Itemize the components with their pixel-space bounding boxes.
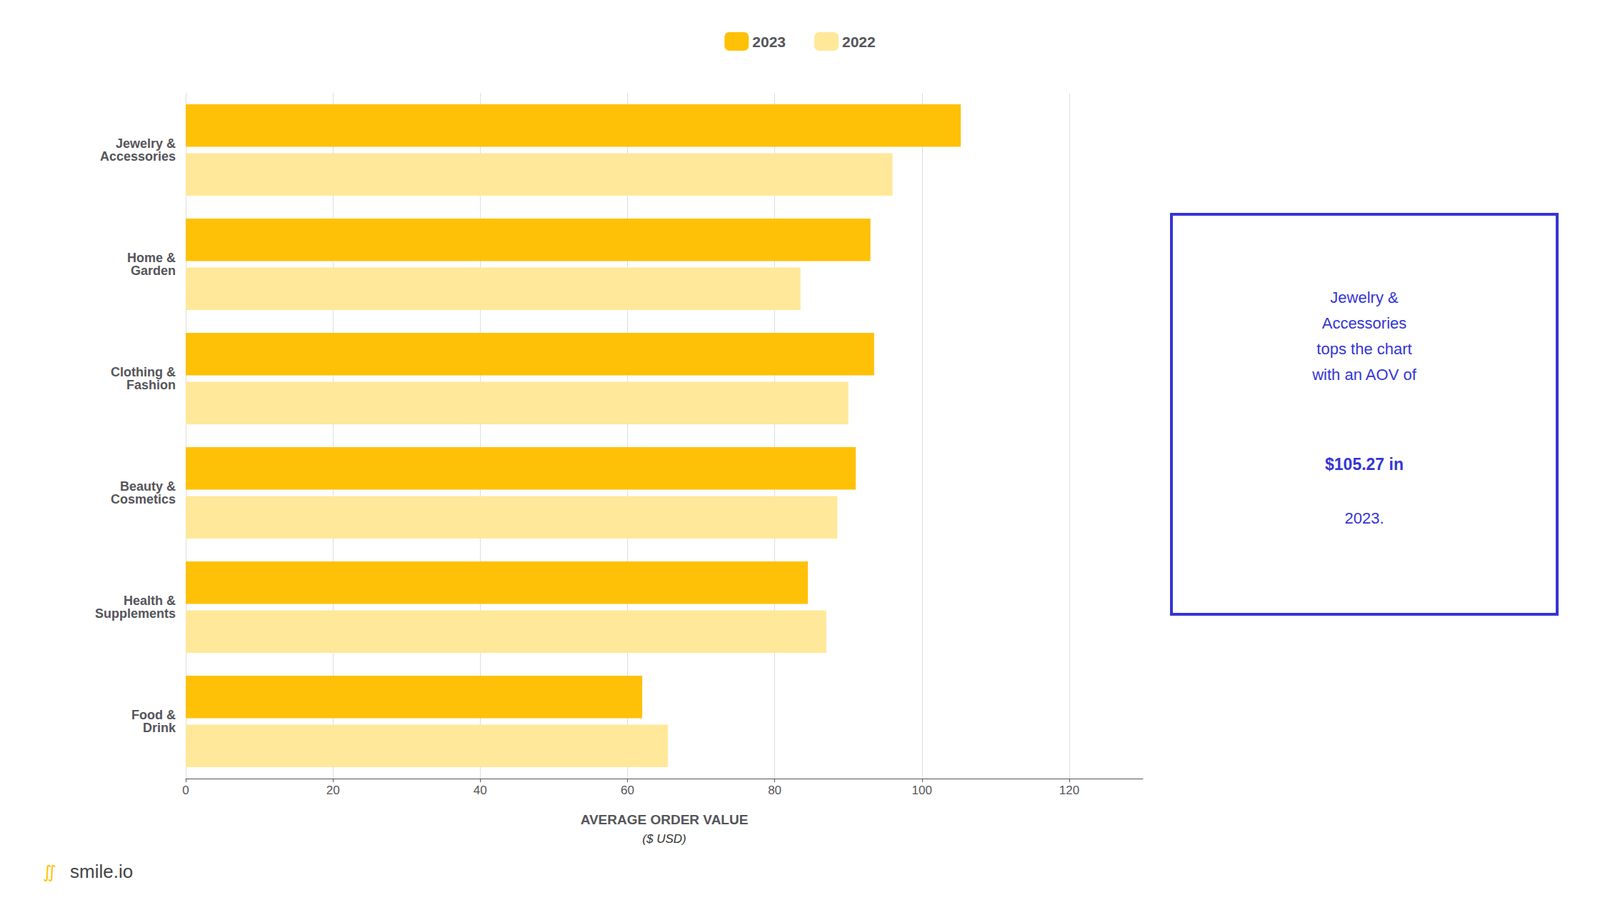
svg-text:120: 120 (1059, 783, 1080, 798)
svg-text:Beauty &: Beauty & (120, 479, 176, 494)
svg-text:Health &: Health & (123, 593, 176, 608)
svg-text:Drink: Drink (142, 720, 177, 735)
svg-text:20: 20 (326, 783, 340, 798)
svg-text:60: 60 (620, 783, 635, 798)
svg-text:2023.: 2023. (1344, 509, 1384, 528)
svg-text:Clothing &: Clothing & (110, 365, 176, 380)
svg-text:Jewelry &: Jewelry & (115, 136, 176, 151)
svg-text:($ USD): ($ USD) (642, 832, 686, 846)
svg-text:tops the chart: tops the chart (1316, 340, 1412, 358)
svg-text:2022: 2022 (842, 33, 876, 50)
svg-text:80: 80 (767, 783, 782, 798)
svg-text:Cosmetics: Cosmetics (110, 492, 176, 507)
svg-text:0: 0 (182, 783, 189, 798)
svg-text:Fashion: Fashion (126, 377, 176, 393)
svg-text:Jewelry &: Jewelry & (1330, 288, 1399, 307)
svg-text:Supplements: Supplements (95, 606, 176, 621)
svg-text:Food &: Food & (131, 707, 176, 723)
svg-text:2023: 2023 (752, 33, 786, 50)
svg-text:Accessories: Accessories (1322, 314, 1408, 333)
svg-text:∬: ∬ (42, 862, 57, 883)
svg-text:with an AOV of: with an AOV of (1311, 365, 1417, 384)
svg-text:Accessories: Accessories (100, 149, 176, 164)
svg-text:Garden: Garden (130, 263, 176, 278)
svg-text:100: 100 (912, 783, 933, 798)
svg-text:AVERAGE ORDER VALUE: AVERAGE ORDER VALUE (580, 812, 749, 828)
svg-text:$105.27 in: $105.27 in (1325, 455, 1404, 474)
svg-text:smile.io: smile.io (70, 860, 133, 883)
svg-text:Home &: Home & (127, 250, 176, 265)
svg-text:40: 40 (473, 783, 488, 798)
